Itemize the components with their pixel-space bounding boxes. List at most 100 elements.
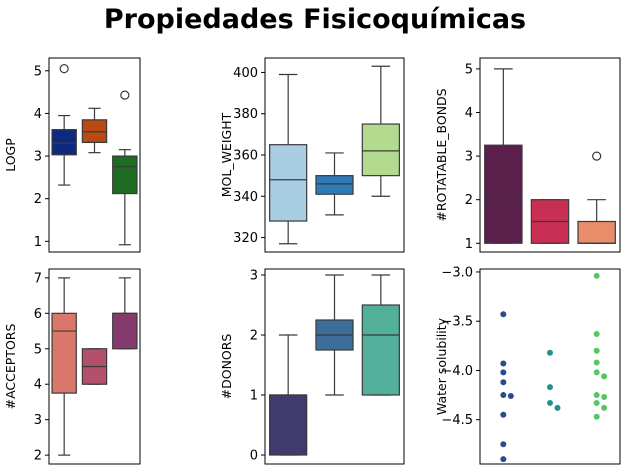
swarm-point bbox=[500, 369, 507, 376]
y-tick-label: 320 bbox=[233, 231, 258, 246]
outlier-point bbox=[59, 64, 69, 74]
box-2 bbox=[530, 199, 570, 244]
box-body bbox=[484, 144, 523, 244]
box-1 bbox=[269, 73, 308, 245]
y-tick-label: 1 bbox=[34, 235, 42, 250]
axes-frame bbox=[479, 57, 621, 253]
box-body bbox=[577, 220, 616, 244]
y-tick-label: 6 bbox=[34, 307, 42, 322]
box-3 bbox=[361, 274, 400, 396]
subplot-1: 1 2 3 4 5 LOGP bbox=[3, 57, 141, 253]
box-body bbox=[269, 144, 308, 222]
y-tick-label: 4 bbox=[34, 378, 42, 393]
y-tick-label: 2 bbox=[34, 449, 42, 464]
y-tick-label: 5 bbox=[34, 342, 42, 357]
swarm-point bbox=[601, 404, 608, 411]
subplot-5: 0 1 2 3 #DONORS bbox=[219, 268, 405, 465]
box-body bbox=[112, 155, 138, 195]
outlier-point bbox=[120, 90, 130, 100]
y-tick-label: 7 bbox=[34, 271, 42, 286]
y-axis-label: #ACCEPTORS bbox=[3, 324, 18, 410]
y-tick-label: 3 bbox=[34, 150, 42, 165]
outlier-point bbox=[592, 151, 602, 161]
swarm-point bbox=[547, 349, 553, 356]
y-tick-label: −4.5 bbox=[441, 413, 473, 428]
y-tick-label: 3 bbox=[34, 413, 42, 428]
box-body bbox=[361, 123, 400, 177]
swarm-point bbox=[593, 359, 600, 366]
y-axis-label: #ROTATABLE_BONDS bbox=[434, 88, 449, 221]
box-body bbox=[361, 304, 400, 396]
axes-frame bbox=[479, 268, 621, 465]
swarm-group-1 bbox=[500, 311, 514, 463]
swarm-point bbox=[593, 331, 600, 337]
swarm-group-2 bbox=[547, 349, 561, 411]
box-2 bbox=[315, 152, 354, 216]
subplot-4: 2 3 4 5 6 7 #ACCEPTORS bbox=[3, 268, 141, 465]
swarm-point bbox=[554, 404, 561, 411]
y-tick-label: 4 bbox=[465, 106, 473, 121]
box-body bbox=[315, 175, 354, 195]
box-3 bbox=[112, 90, 138, 246]
y-tick-label: 400 bbox=[233, 66, 258, 81]
box-2 bbox=[315, 274, 354, 396]
y-tick-label: −4.0 bbox=[441, 364, 473, 379]
y-tick-label: 340 bbox=[233, 190, 258, 205]
axes-frame bbox=[48, 57, 141, 253]
swarm-point bbox=[500, 379, 507, 386]
y-axis-label: Water solubility bbox=[434, 317, 449, 415]
swarm-point bbox=[593, 392, 600, 399]
swarm-point bbox=[547, 384, 553, 391]
box-3 bbox=[112, 277, 138, 350]
box-1 bbox=[269, 334, 308, 456]
y-tick-label: 1 bbox=[250, 389, 258, 404]
y-tick-label: 1 bbox=[465, 237, 473, 252]
y-tick-label: 0 bbox=[250, 449, 258, 464]
box-body bbox=[112, 312, 138, 350]
y-tick-label: 3 bbox=[250, 269, 258, 284]
y-axis-label: #DONORS bbox=[219, 334, 234, 400]
y-tick-label: 5 bbox=[465, 62, 473, 77]
box-3 bbox=[361, 65, 400, 197]
subplot-2: 320 340 360 380 400 MOL_WEIGHT bbox=[219, 57, 405, 253]
subplot-3: 1 2 3 4 5 #ROTATABLE_BONDS bbox=[434, 57, 621, 253]
box-3 bbox=[577, 151, 616, 244]
y-tick-label: 5 bbox=[34, 64, 42, 79]
subplot-6: −4.5 −4.0 −3.5 −3.0 Water solubility bbox=[434, 265, 621, 465]
box-body bbox=[51, 129, 77, 156]
swarm-point bbox=[593, 413, 600, 420]
swarm-point bbox=[601, 373, 608, 380]
box-2 bbox=[81, 348, 108, 385]
swarm-point bbox=[593, 347, 600, 354]
y-tick-label: −3.5 bbox=[441, 315, 473, 330]
swarm-point bbox=[500, 392, 507, 399]
swarm-point bbox=[500, 441, 507, 448]
y-tick-label: 380 bbox=[233, 107, 258, 122]
y-tick-label: 2 bbox=[250, 329, 258, 344]
swarm-point bbox=[593, 272, 600, 279]
swarm-point bbox=[547, 399, 553, 406]
axes-frame bbox=[264, 268, 405, 465]
y-tick-label: 3 bbox=[465, 150, 473, 165]
y-axis-label: LOGP bbox=[3, 138, 18, 172]
swarm-point bbox=[500, 411, 507, 418]
figure-title: Propiedades Fisicoquímicas bbox=[103, 4, 527, 35]
swarm-point bbox=[500, 360, 507, 367]
swarm-point bbox=[500, 456, 507, 463]
box-1 bbox=[484, 68, 523, 244]
box-2 bbox=[81, 107, 108, 154]
swarm-group-3 bbox=[593, 272, 608, 420]
y-tick-label: 2 bbox=[34, 192, 42, 207]
y-tick-label: 4 bbox=[34, 107, 42, 122]
swarm-point bbox=[507, 393, 514, 400]
box-1 bbox=[51, 64, 77, 186]
box-body bbox=[269, 394, 308, 456]
swarm-point bbox=[500, 311, 507, 318]
swarm-point bbox=[593, 399, 600, 406]
y-tick-label: 360 bbox=[233, 149, 258, 164]
box-body bbox=[51, 312, 77, 394]
box-body bbox=[81, 119, 108, 144]
swarm-point bbox=[593, 369, 600, 376]
y-tick-label: −3.0 bbox=[441, 265, 473, 280]
